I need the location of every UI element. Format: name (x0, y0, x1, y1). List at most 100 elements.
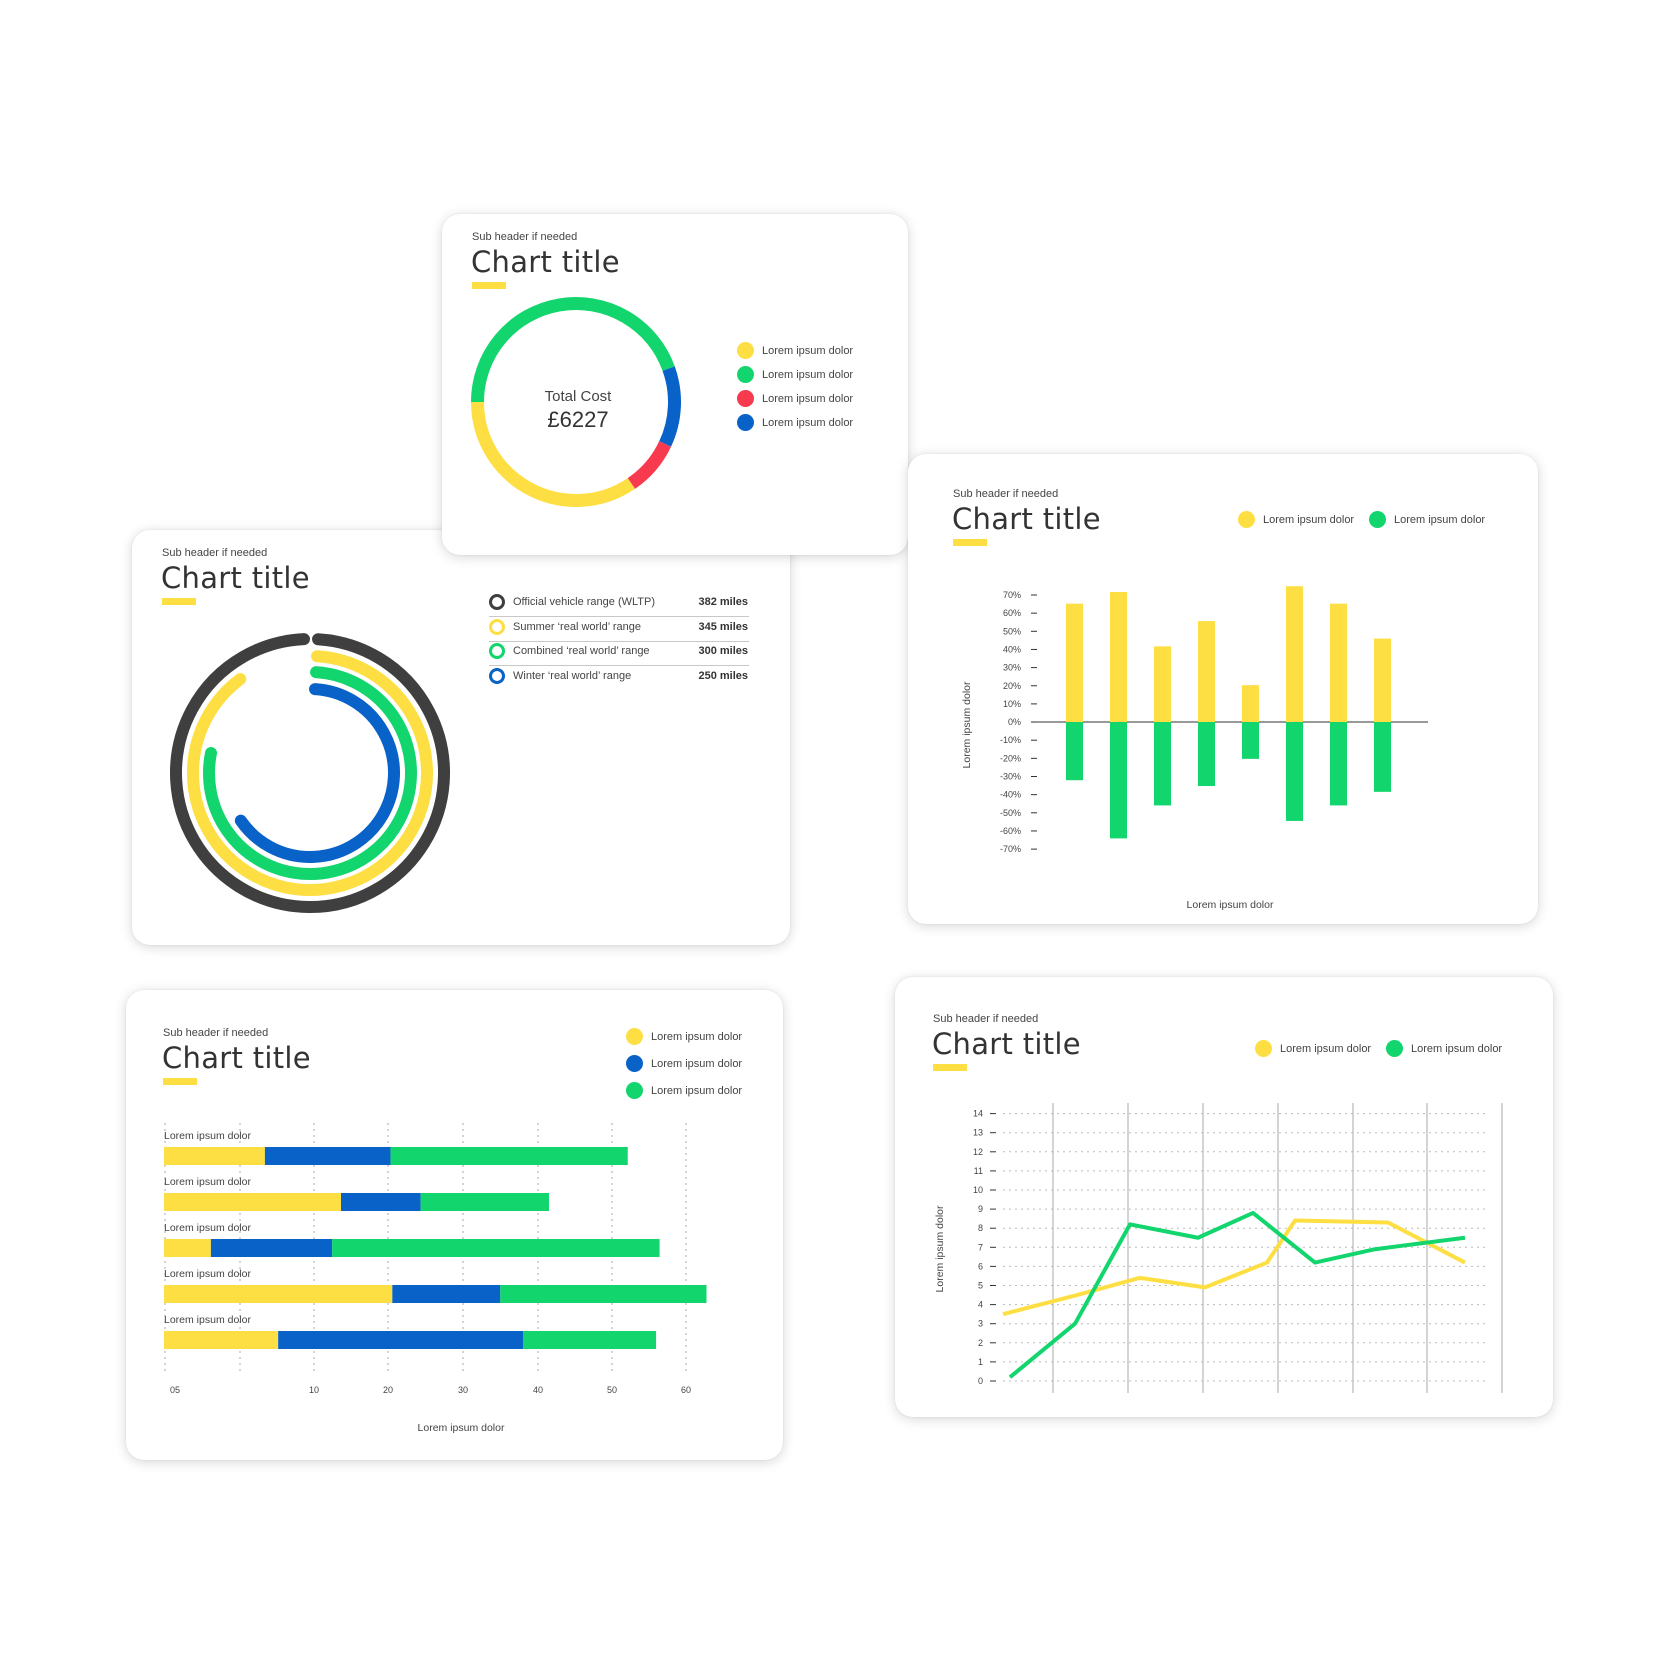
chart-title: Chart title (932, 1027, 1081, 1061)
range-row-label-item: Combined ‘real world’ range (489, 643, 650, 659)
legend-label: Lorem ipsum dolor (1411, 1042, 1503, 1055)
chart-subheader: Sub header if needed (472, 231, 578, 243)
bar-positive (1110, 592, 1127, 722)
stacked-segment (210, 1239, 333, 1257)
legend-label: Lorem ipsum dolor (762, 368, 854, 381)
range-label: Winter ‘real world’ range (513, 669, 632, 682)
legend-item: Lorem ipsum dolor (737, 390, 853, 407)
bar-positive (1242, 685, 1259, 722)
row-label: Lorem ipsum dolor (164, 1268, 251, 1280)
legend-swatch (1386, 1040, 1403, 1057)
legend-item: Lorem ipsum dolor (626, 1082, 742, 1099)
x-tick-label: 10 (309, 1385, 319, 1395)
bar-negative (1242, 722, 1259, 759)
legend-item: Lorem ipsum dolor (1386, 1040, 1502, 1057)
y-tick-label: -70% (1000, 844, 1021, 854)
legend-ring-icon (489, 643, 505, 659)
y-tick-label: 12 (973, 1147, 983, 1157)
legend-swatch (737, 366, 754, 383)
y-tick-label: -10% (1000, 735, 1021, 745)
donut-slice (627, 440, 672, 489)
title-underline (933, 1064, 967, 1071)
bar-positive (1330, 603, 1347, 722)
chart-subheader: Sub header if needed (162, 547, 268, 559)
donut-chart (471, 297, 681, 507)
x-tick-label: 60 (681, 1385, 691, 1395)
bar-negative (1330, 722, 1347, 806)
legend-item: Lorem ipsum dolor (737, 414, 853, 431)
y-tick-label: 11 (974, 1166, 983, 1176)
bar-negative (1286, 722, 1303, 821)
stacked-segment (500, 1285, 707, 1303)
legend-label: Lorem ipsum dolor (651, 1030, 743, 1043)
title-underline (953, 539, 987, 546)
radial-bar (170, 633, 450, 913)
row-label: Lorem ipsum dolor (164, 1222, 251, 1234)
legend-label: Lorem ipsum dolor (762, 392, 854, 405)
donut-center-value: £6227 (547, 407, 609, 432)
y-tick-label: 3 (978, 1319, 983, 1329)
legend-item: Lorem ipsum dolor (1255, 1040, 1371, 1057)
legend-ring-icon (489, 667, 505, 684)
bar-positive (1286, 586, 1303, 722)
y-tick-label: 13 (973, 1128, 983, 1138)
x-axis-label: Lorem ipsum dolor (1187, 899, 1274, 911)
legend-ring-icon (489, 594, 505, 610)
legend-swatch (1238, 511, 1255, 528)
legend-swatch (626, 1028, 643, 1045)
stacked-bar-card: Sub header if needed Chart title Lorem i… (126, 990, 783, 1460)
legend-label: Lorem ipsum dolor (1263, 513, 1355, 526)
y-tick-label: 9 (978, 1204, 983, 1214)
range-label: Combined ‘real world’ range (513, 645, 650, 657)
y-tick-label: -50% (1000, 808, 1021, 818)
radial-chart-card: Sub header if needed Chart title Officia… (132, 530, 790, 945)
y-tick-label: 70% (1003, 590, 1021, 600)
x-tick-label: 20 (383, 1385, 393, 1395)
y-tick-label: -20% (1000, 753, 1021, 763)
stacked-bar-chart: 05 10 20 30 40 50 60 Lorem ipsum dolor Lorem ips… (164, 1123, 707, 1434)
row-divider (489, 640, 749, 642)
diverging-bar-card: Sub header if needed Chart title Lorem i… (908, 454, 1538, 924)
range-label: Official vehicle range (WLTP) (513, 596, 656, 608)
range-value: 300 miles (698, 645, 748, 657)
legend-item: Lorem ipsum dolor (737, 366, 853, 383)
stacked-segment (332, 1239, 660, 1257)
y-tick-label: 6 (978, 1261, 983, 1271)
title-underline (162, 598, 196, 605)
title-underline (472, 282, 506, 289)
chart-subheader: Sub header if needed (933, 1013, 1039, 1025)
y-tick-label: 40% (1003, 644, 1021, 654)
legend-ring-icon (489, 618, 505, 635)
donut-slice (659, 366, 681, 447)
bar-negative (1154, 722, 1171, 806)
y-tick-label: 5 (978, 1281, 983, 1291)
line-series (1008, 1210, 1466, 1379)
range-value: 250 miles (698, 669, 748, 682)
legend-label: Lorem ipsum dolor (1394, 513, 1486, 526)
y-tick-label: 20% (1003, 681, 1021, 691)
legend-item: Lorem ipsum dolor (626, 1028, 742, 1045)
stacked-segment (523, 1331, 657, 1349)
stacked-segment (164, 1147, 265, 1165)
y-tick-label: 14 (973, 1109, 983, 1119)
legend-item: Lorem ipsum dolor (1369, 511, 1485, 528)
legend-swatch (1369, 511, 1386, 528)
legend-label: Lorem ipsum dolor (651, 1057, 743, 1070)
chart-title: Chart title (471, 245, 620, 279)
y-axis-label: Lorem ipsum dolor (961, 681, 973, 768)
y-tick-label: -30% (1000, 772, 1021, 782)
y-axis-label: Lorem ipsum dolor (934, 1205, 946, 1292)
stacked-segment (278, 1331, 524, 1349)
y-tick-label: 1 (978, 1357, 983, 1367)
donut-chart-card: Sub header if needed Chart title Total C… (442, 214, 908, 555)
radial-bar (234, 683, 400, 863)
x-tick-label: 05 (170, 1385, 180, 1395)
chart-subheader: Sub header if needed (953, 488, 1059, 500)
x-tick-label: 40 (533, 1385, 543, 1395)
legend-swatch (737, 342, 754, 359)
y-tick-label: 10 (973, 1185, 983, 1195)
bar-negative (1374, 722, 1391, 792)
y-tick-label: 4 (978, 1300, 983, 1310)
legend-label: Lorem ipsum dolor (762, 416, 854, 429)
